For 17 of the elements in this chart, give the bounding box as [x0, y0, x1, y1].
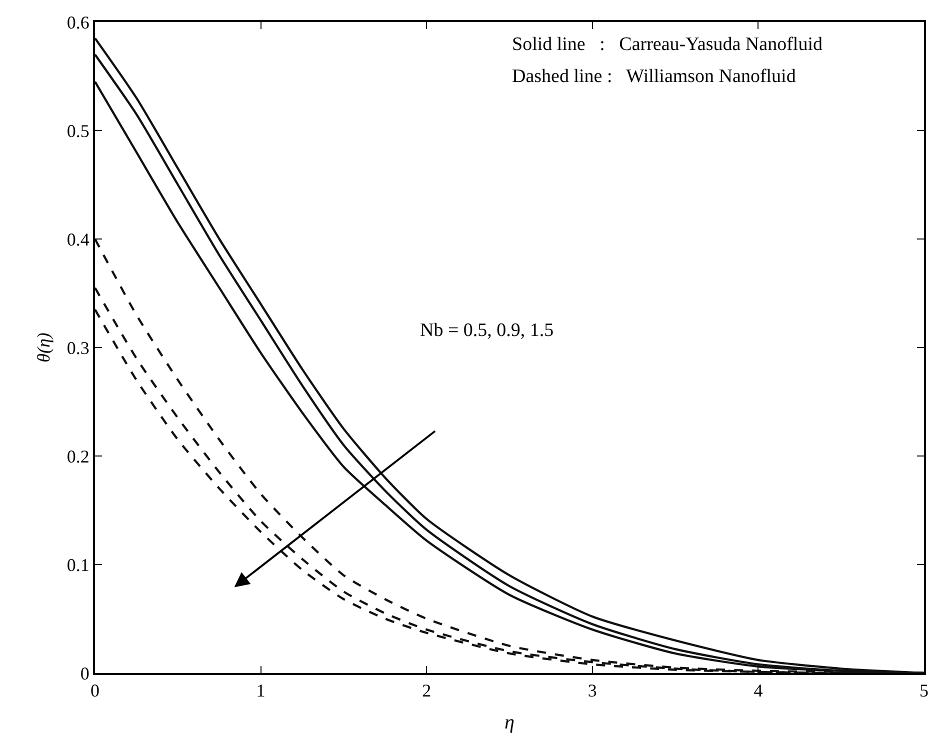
x-tick-label: 2	[422, 680, 432, 701]
y-tick-label: 0.2	[66, 446, 90, 466]
y-axis-title: θ(η)	[34, 332, 54, 362]
annotation: Solid line : Carreau-Yasuda Nanofluid	[512, 34, 823, 55]
y-tick-label: 0.1	[66, 554, 90, 575]
y-tick-label: 0.5	[66, 120, 90, 141]
y-tick-label: 0.3	[66, 338, 90, 358]
x-tick-label: 5	[920, 680, 928, 701]
y-tick-label: 0	[80, 663, 90, 684]
x-axis-title: η	[504, 712, 515, 734]
y-tick-label: 0.6	[66, 12, 90, 32]
x-tick-label: 1	[256, 680, 266, 701]
x-tick-label: 3	[588, 680, 597, 701]
y-tick-label: 0.4	[66, 229, 90, 250]
annotation: Dashed line : Williamson Nanofluid	[512, 66, 796, 87]
annotation: Nb = 0.5, 0.9, 1.5	[420, 320, 554, 341]
x-tick-label: 4	[754, 680, 763, 701]
